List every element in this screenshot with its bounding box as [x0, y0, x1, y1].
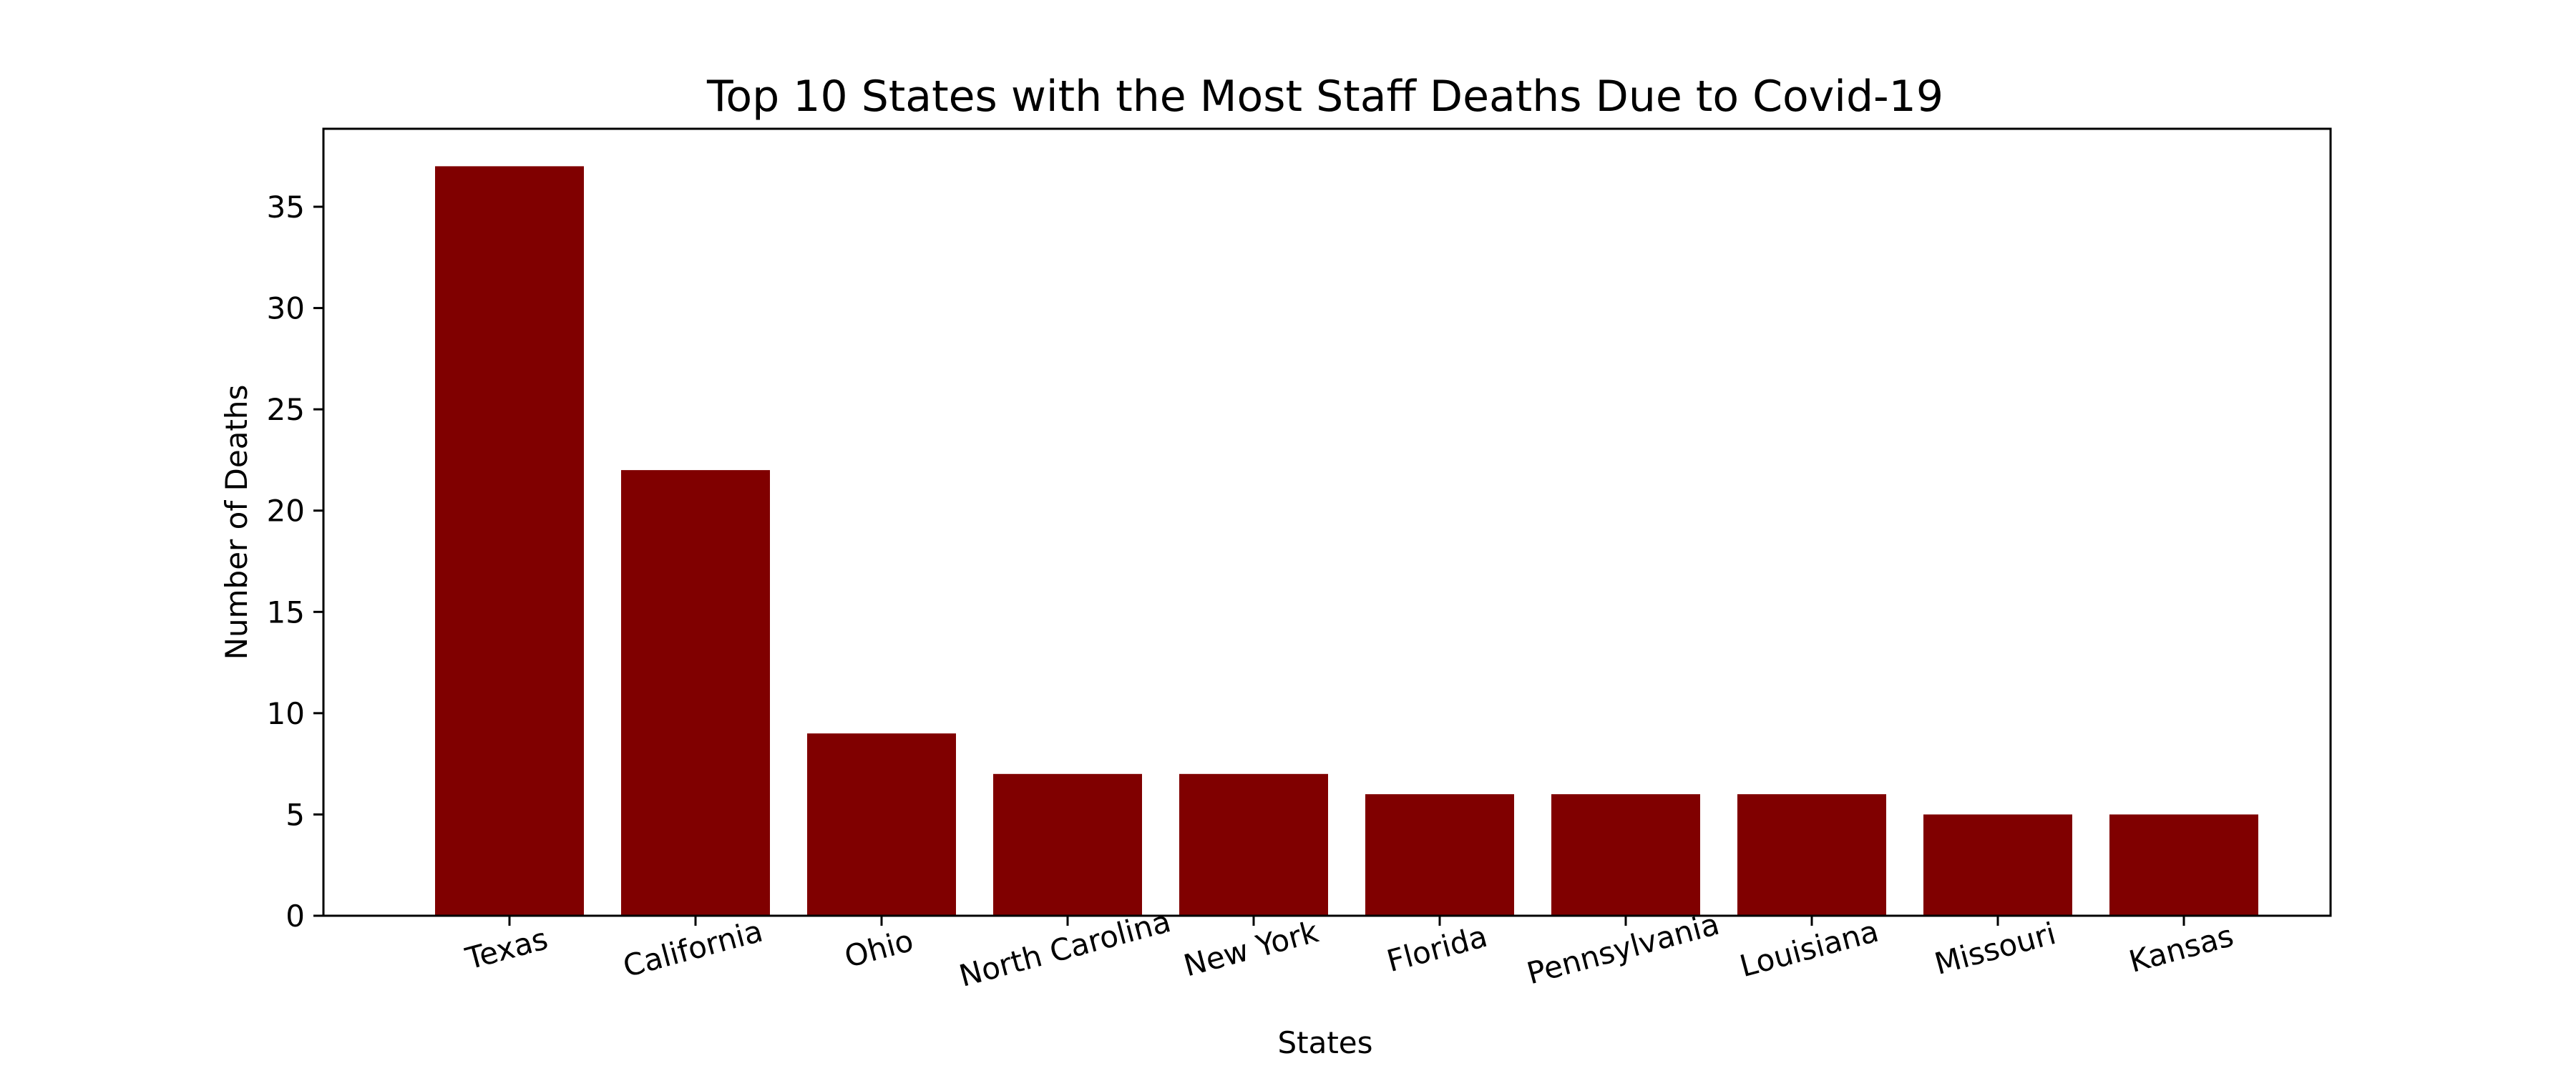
- bar-louisiana: [1737, 794, 1886, 916]
- x-tick-label: Texas: [462, 921, 552, 977]
- bars-group: [435, 166, 2258, 916]
- x-tick-label: North Carolina: [955, 904, 1174, 994]
- bar-ohio: [807, 733, 956, 916]
- y-tick-label: 5: [286, 797, 305, 832]
- bar-pennsylvania: [1551, 794, 1700, 916]
- y-tick-label: 15: [267, 595, 305, 630]
- x-tick-label: California: [620, 914, 766, 984]
- bar-texas: [435, 166, 584, 916]
- chart-title: Top 10 States with the Most Staff Deaths…: [706, 72, 1943, 122]
- plot-frame: [322, 127, 2332, 917]
- y-tick-label: 25: [267, 392, 305, 427]
- y-tick-label: 10: [267, 696, 305, 731]
- y-tick-label: 35: [267, 190, 305, 225]
- x-tick-label: New York: [1180, 914, 1322, 983]
- bar-missouri: [1923, 814, 2072, 916]
- x-tick-label: Missouri: [1931, 916, 2059, 982]
- y-tick-label: 20: [267, 494, 305, 529]
- x-axis-label: States: [1277, 1025, 1372, 1060]
- y-tick-label: 0: [286, 899, 305, 934]
- bar-florida: [1365, 794, 1514, 916]
- x-axis: Texas California Ohio North Carolina New Yor…: [462, 904, 2238, 994]
- y-axis: 0 5 10 15 20 25 30 35: [267, 190, 323, 934]
- y-tick-label: 30: [267, 291, 305, 326]
- x-tick-label: Florida: [1383, 919, 1491, 979]
- x-tick-label: Louisiana: [1736, 914, 1882, 984]
- y-axis-label: Number of Deaths: [219, 385, 254, 660]
- x-tick-label: Pennsylvania: [1523, 906, 1723, 992]
- bar-new-york: [1179, 773, 1328, 916]
- x-tick-label: Ohio: [841, 923, 917, 974]
- x-tick-label: Kansas: [2125, 918, 2237, 979]
- bar-north-carolina: [993, 773, 1142, 916]
- bar-california: [621, 470, 770, 916]
- bar-kansas: [2109, 814, 2258, 916]
